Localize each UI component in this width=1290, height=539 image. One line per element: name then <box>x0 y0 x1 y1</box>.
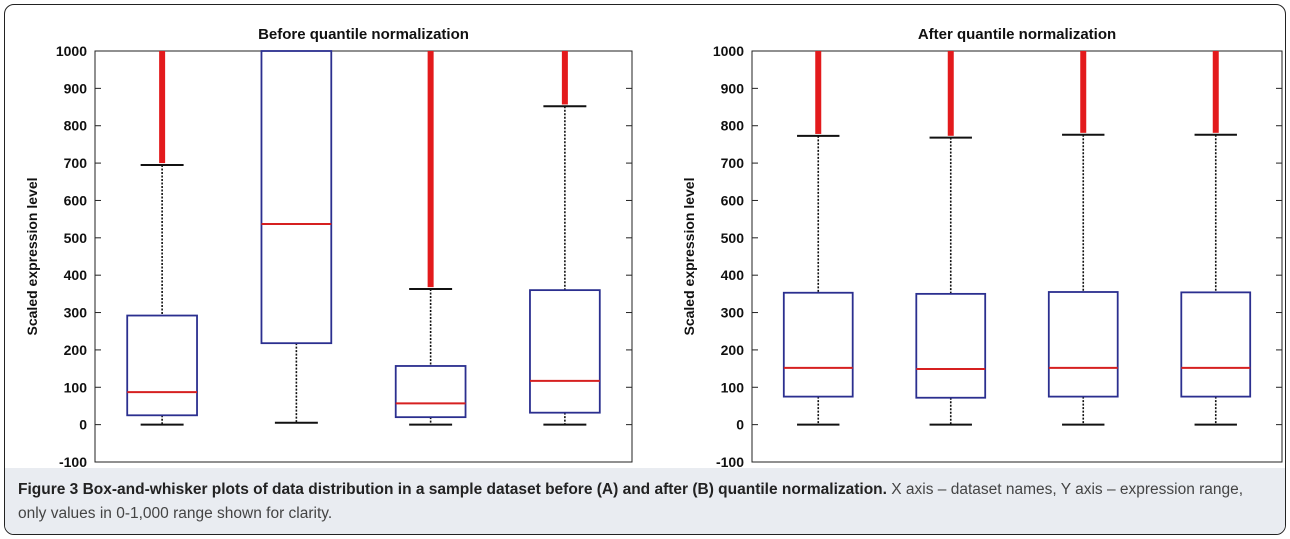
y-tick-label: 400 <box>64 267 88 283</box>
y-tick-label: -100 <box>716 454 744 470</box>
iqr-box <box>529 289 601 414</box>
y-tick-label: 100 <box>721 379 745 395</box>
box-plot-GSM44802 <box>394 51 467 426</box>
box-plot-GSM29928 <box>782 51 854 426</box>
figure-caption: Figure 3 Box-and-whisker plots of data d… <box>18 478 1268 526</box>
y-tick-label: 500 <box>64 230 88 246</box>
y-axis-label: Scaled expression level <box>24 178 40 336</box>
y-tick-label: 100 <box>64 379 88 395</box>
y-tick-label: 700 <box>64 155 88 171</box>
y-tick-label: 200 <box>64 342 88 358</box>
iqr-box <box>394 365 467 419</box>
y-tick-label: 200 <box>721 342 745 358</box>
y-tick-label: -100 <box>59 454 87 470</box>
caption-title: Figure 3 Box-and-whisker plots of data d… <box>18 481 887 498</box>
box-plot-GSM29928 <box>126 51 198 426</box>
plot-area-frame <box>94 50 633 463</box>
iqr-box <box>126 314 198 417</box>
chart-title: After quantile normalization <box>918 26 1116 43</box>
outlier-points <box>561 51 568 105</box>
box-plot-GSM44806 <box>529 51 601 426</box>
y-tick-label: 300 <box>721 305 745 321</box>
y-tick-label: 800 <box>64 118 88 134</box>
caption-text: X axis – dataset names, Y axis – express… <box>18 481 1244 522</box>
box-plot-GSM12955 <box>915 51 987 426</box>
chart-panel-1: Before quantile normalization -100 0 100 200… <box>24 26 633 482</box>
y-tick-label: 0 <box>79 417 87 433</box>
figure-frame <box>4 4 1286 535</box>
outlier-points <box>159 51 166 164</box>
plot-area-frame <box>751 50 1283 463</box>
y-tick-label: 1000 <box>56 43 87 59</box>
chart-title: Before quantile normalization <box>258 26 469 43</box>
outlier-points <box>947 51 954 136</box>
chart-panel-2: After quantile normalization -100 0 100 200 3… <box>681 26 1283 482</box>
y-tick-label: 900 <box>64 80 88 96</box>
y-tick-label: 800 <box>721 118 745 134</box>
y-tick-label: 400 <box>721 267 745 283</box>
outlier-points <box>815 51 822 134</box>
y-tick-label: 300 <box>64 305 88 321</box>
outlier-points <box>1212 51 1219 133</box>
iqr-box <box>782 291 854 398</box>
iqr-box <box>1180 291 1252 398</box>
y-tick-label: 700 <box>721 155 745 171</box>
y-tick-label: 600 <box>64 192 88 208</box>
iqr-box <box>1047 291 1119 398</box>
outlier-points <box>1080 51 1087 133</box>
y-tick-label: 0 <box>736 417 744 433</box>
y-axis-label: Scaled expression level <box>681 178 697 336</box>
caption-background <box>5 468 1285 534</box>
y-tick-label: 900 <box>721 80 745 96</box>
y-tick-label: 1000 <box>713 43 744 59</box>
y-tick-label: 500 <box>721 230 745 246</box>
iqr-box <box>260 50 333 345</box>
box-plot-GSM44806 <box>1180 51 1252 426</box>
box-plot-GSM12955 <box>260 50 333 424</box>
y-tick-label: 600 <box>721 192 745 208</box>
iqr-box <box>915 292 987 399</box>
outlier-points <box>427 51 434 288</box>
box-plot-GSM44802 <box>1047 51 1119 426</box>
